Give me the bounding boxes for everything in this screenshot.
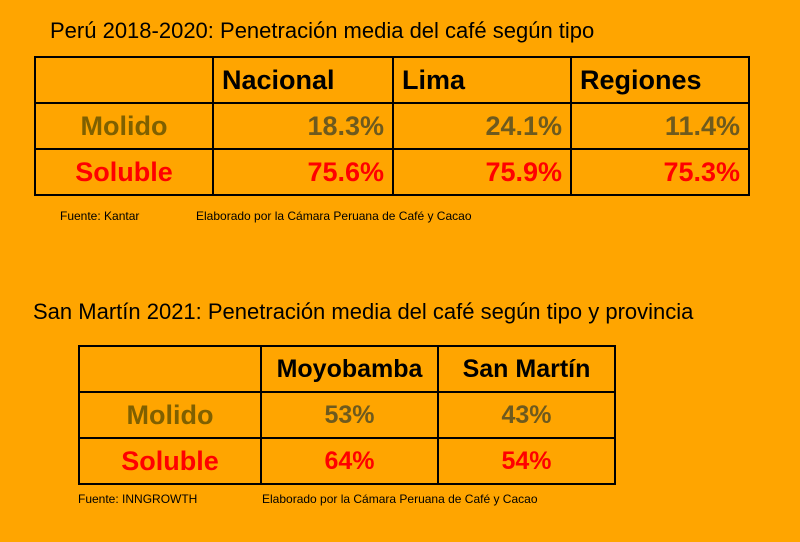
cell-molido-regiones: 11.4%	[570, 102, 750, 150]
section2-title: San Martín 2021: Penetración media del c…	[33, 299, 694, 324]
cell-molido-lima: 24.1%	[392, 102, 572, 150]
row-label-molido: Molido	[78, 391, 262, 439]
cell-soluble-lima: 75.9%	[392, 148, 572, 196]
table-row: Soluble 64% 54%	[78, 437, 616, 485]
cell-soluble-san-martin: 54%	[437, 437, 616, 485]
source-note: Fuente: INNGROWTH	[78, 492, 198, 506]
row-label-soluble: Soluble	[78, 437, 262, 485]
table-header-row: Moyobamba San Martín	[78, 345, 616, 393]
row-label-molido: Molido	[34, 102, 214, 150]
table-header-row: Nacional Lima Regiones	[34, 56, 750, 104]
source-note: Fuente: Kantar	[60, 209, 140, 223]
cell-molido-nacional: 18.3%	[212, 102, 394, 150]
header-lima: Lima	[392, 56, 572, 104]
table-row: Molido 18.3% 24.1% 11.4%	[34, 102, 750, 150]
cell-molido-san-martin: 43%	[437, 391, 616, 439]
credit-note: Elaborado por la Cámara Peruana de Café …	[196, 209, 472, 223]
cell-soluble-regiones: 75.3%	[570, 148, 750, 196]
header-empty-cell	[78, 345, 262, 393]
peru-penetration-table: Nacional Lima Regiones Molido 18.3% 24.1…	[34, 56, 750, 196]
header-san-martin: San Martín	[437, 345, 616, 393]
san-martin-penetration-table: Moyobamba San Martín Molido 53% 43% Solu…	[78, 345, 616, 485]
section1-title: Perú 2018-2020: Penetración media del ca…	[50, 18, 595, 43]
table-row: Molido 53% 43%	[78, 391, 616, 439]
header-nacional: Nacional	[212, 56, 394, 104]
cell-soluble-nacional: 75.6%	[212, 148, 394, 196]
header-regiones: Regiones	[570, 56, 750, 104]
cell-soluble-moyobamba: 64%	[260, 437, 439, 485]
credit-note: Elaborado por la Cámara Peruana de Café …	[262, 492, 538, 506]
cell-molido-moyobamba: 53%	[260, 391, 439, 439]
table-row: Soluble 75.6% 75.9% 75.3%	[34, 148, 750, 196]
row-label-soluble: Soluble	[34, 148, 214, 196]
header-moyobamba: Moyobamba	[260, 345, 439, 393]
header-empty-cell	[34, 56, 214, 104]
